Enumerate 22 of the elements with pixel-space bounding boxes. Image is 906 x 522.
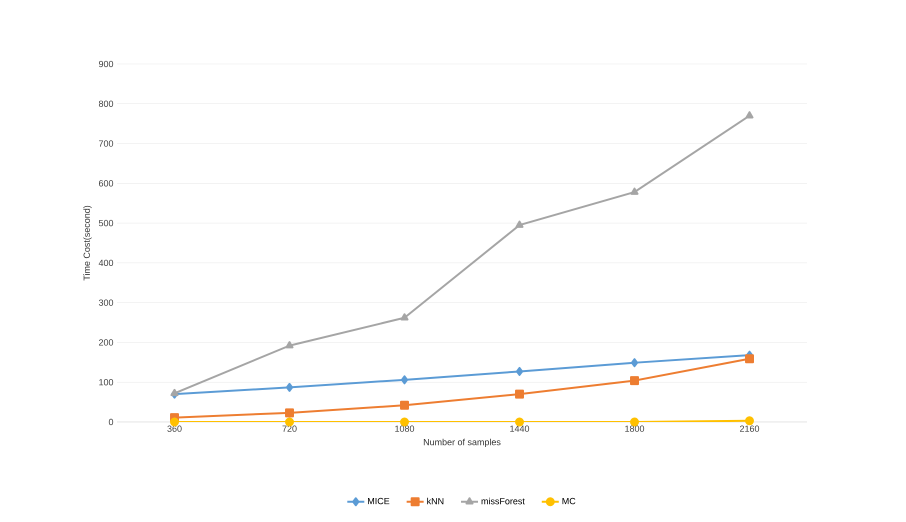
y-tick-label: 700 bbox=[98, 140, 114, 147]
y-tick-label: 0 bbox=[108, 418, 114, 426]
y-tick-label: 800 bbox=[98, 100, 114, 107]
y-tick-label: 900 bbox=[98, 60, 114, 68]
y-tick-label: 300 bbox=[98, 299, 114, 306]
y-tick-label: 500 bbox=[98, 220, 114, 226]
x-tick-label: 1800 bbox=[625, 426, 644, 432]
x-tick-label: 720 bbox=[282, 426, 297, 432]
y-tick-label: 200 bbox=[98, 339, 114, 346]
x-tick-label: 2160 bbox=[740, 426, 760, 432]
y-axis-title: Time Cost(second) bbox=[83, 206, 92, 280]
x-axis-title: Number of samples bbox=[424, 438, 501, 448]
x-tick-label: 1080 bbox=[395, 426, 414, 432]
x-tick-label: 1440 bbox=[510, 426, 530, 432]
y-tick-label: 400 bbox=[98, 260, 114, 266]
legend-label: missForest bbox=[482, 498, 525, 504]
y-tick-label: 100 bbox=[99, 379, 114, 386]
legend-label: kNN bbox=[427, 498, 444, 504]
y-tick-label: 600 bbox=[98, 180, 114, 187]
legend-label: MC bbox=[562, 498, 576, 504]
legend-label: MICE bbox=[368, 498, 390, 504]
x-tick-label: 360 bbox=[167, 426, 182, 432]
